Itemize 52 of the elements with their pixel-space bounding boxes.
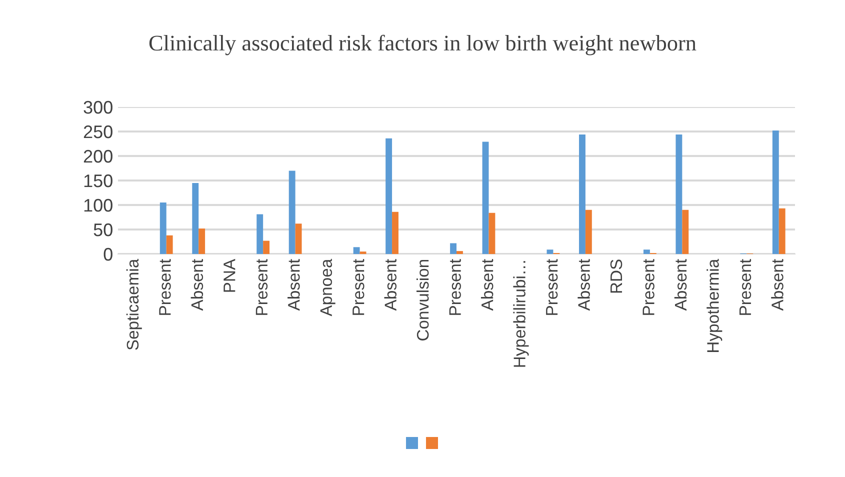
bar <box>682 210 689 254</box>
bar <box>450 243 456 254</box>
x-tick-label: Absent <box>384 258 396 311</box>
bar <box>488 212 496 254</box>
y-tick-label: 50 <box>94 223 112 236</box>
y-tick-label: 250 <box>84 125 112 138</box>
bar <box>295 224 302 254</box>
bar <box>263 240 270 254</box>
bar <box>353 247 360 254</box>
x-tick-label: Septicaemia <box>126 258 142 350</box>
bar <box>778 208 786 254</box>
bar <box>256 214 264 254</box>
x-tick-label: Absent <box>288 258 300 311</box>
bar <box>288 170 296 254</box>
x-tick-label: Absent <box>480 258 494 311</box>
x-tick-label: Present <box>546 258 558 315</box>
bar <box>482 142 489 254</box>
x-tick-label: Present <box>352 258 364 315</box>
bar <box>198 228 206 254</box>
x-tick-label: Convulsion <box>416 260 429 340</box>
bar <box>643 250 650 254</box>
bar <box>386 138 392 254</box>
x-tick-label: Present <box>739 258 752 315</box>
x-tick-label: Present <box>642 258 654 315</box>
x-tick-label: Absent <box>578 258 590 311</box>
x-tick-label: Hyperbilirubi… <box>513 261 529 367</box>
bar <box>546 250 554 254</box>
x-tick-label: Hypothermia <box>706 258 722 352</box>
x-tick-label: Present <box>256 258 268 315</box>
y-tick-label: 100 <box>84 198 112 212</box>
bar <box>676 134 682 254</box>
y-tick-label: 200 <box>84 150 112 163</box>
x-tick-label: Absent <box>674 258 687 311</box>
y-tick-label: 300 <box>84 100 112 114</box>
bar <box>192 182 199 254</box>
bar <box>160 202 166 254</box>
bar <box>585 210 592 254</box>
x-tick-label: Apnoea <box>320 258 336 316</box>
x-tick-label: Absent <box>190 258 204 311</box>
x-tick-label: PNA <box>224 258 236 292</box>
bar <box>392 212 398 254</box>
bar <box>456 251 463 254</box>
x-tick-label: Absent <box>771 258 784 311</box>
x-tick-label: Present <box>159 258 171 315</box>
chart-title: Clinically associated risk factors in low birth weight newborn <box>149 34 696 56</box>
bar <box>579 134 586 254</box>
y-tick-label: 0 <box>104 248 112 261</box>
x-tick-label: Present <box>449 258 461 315</box>
bar <box>166 235 173 254</box>
bar <box>772 130 779 254</box>
x-tick-label: RDS <box>610 260 622 293</box>
y-tick-label: 150 <box>84 174 112 188</box>
